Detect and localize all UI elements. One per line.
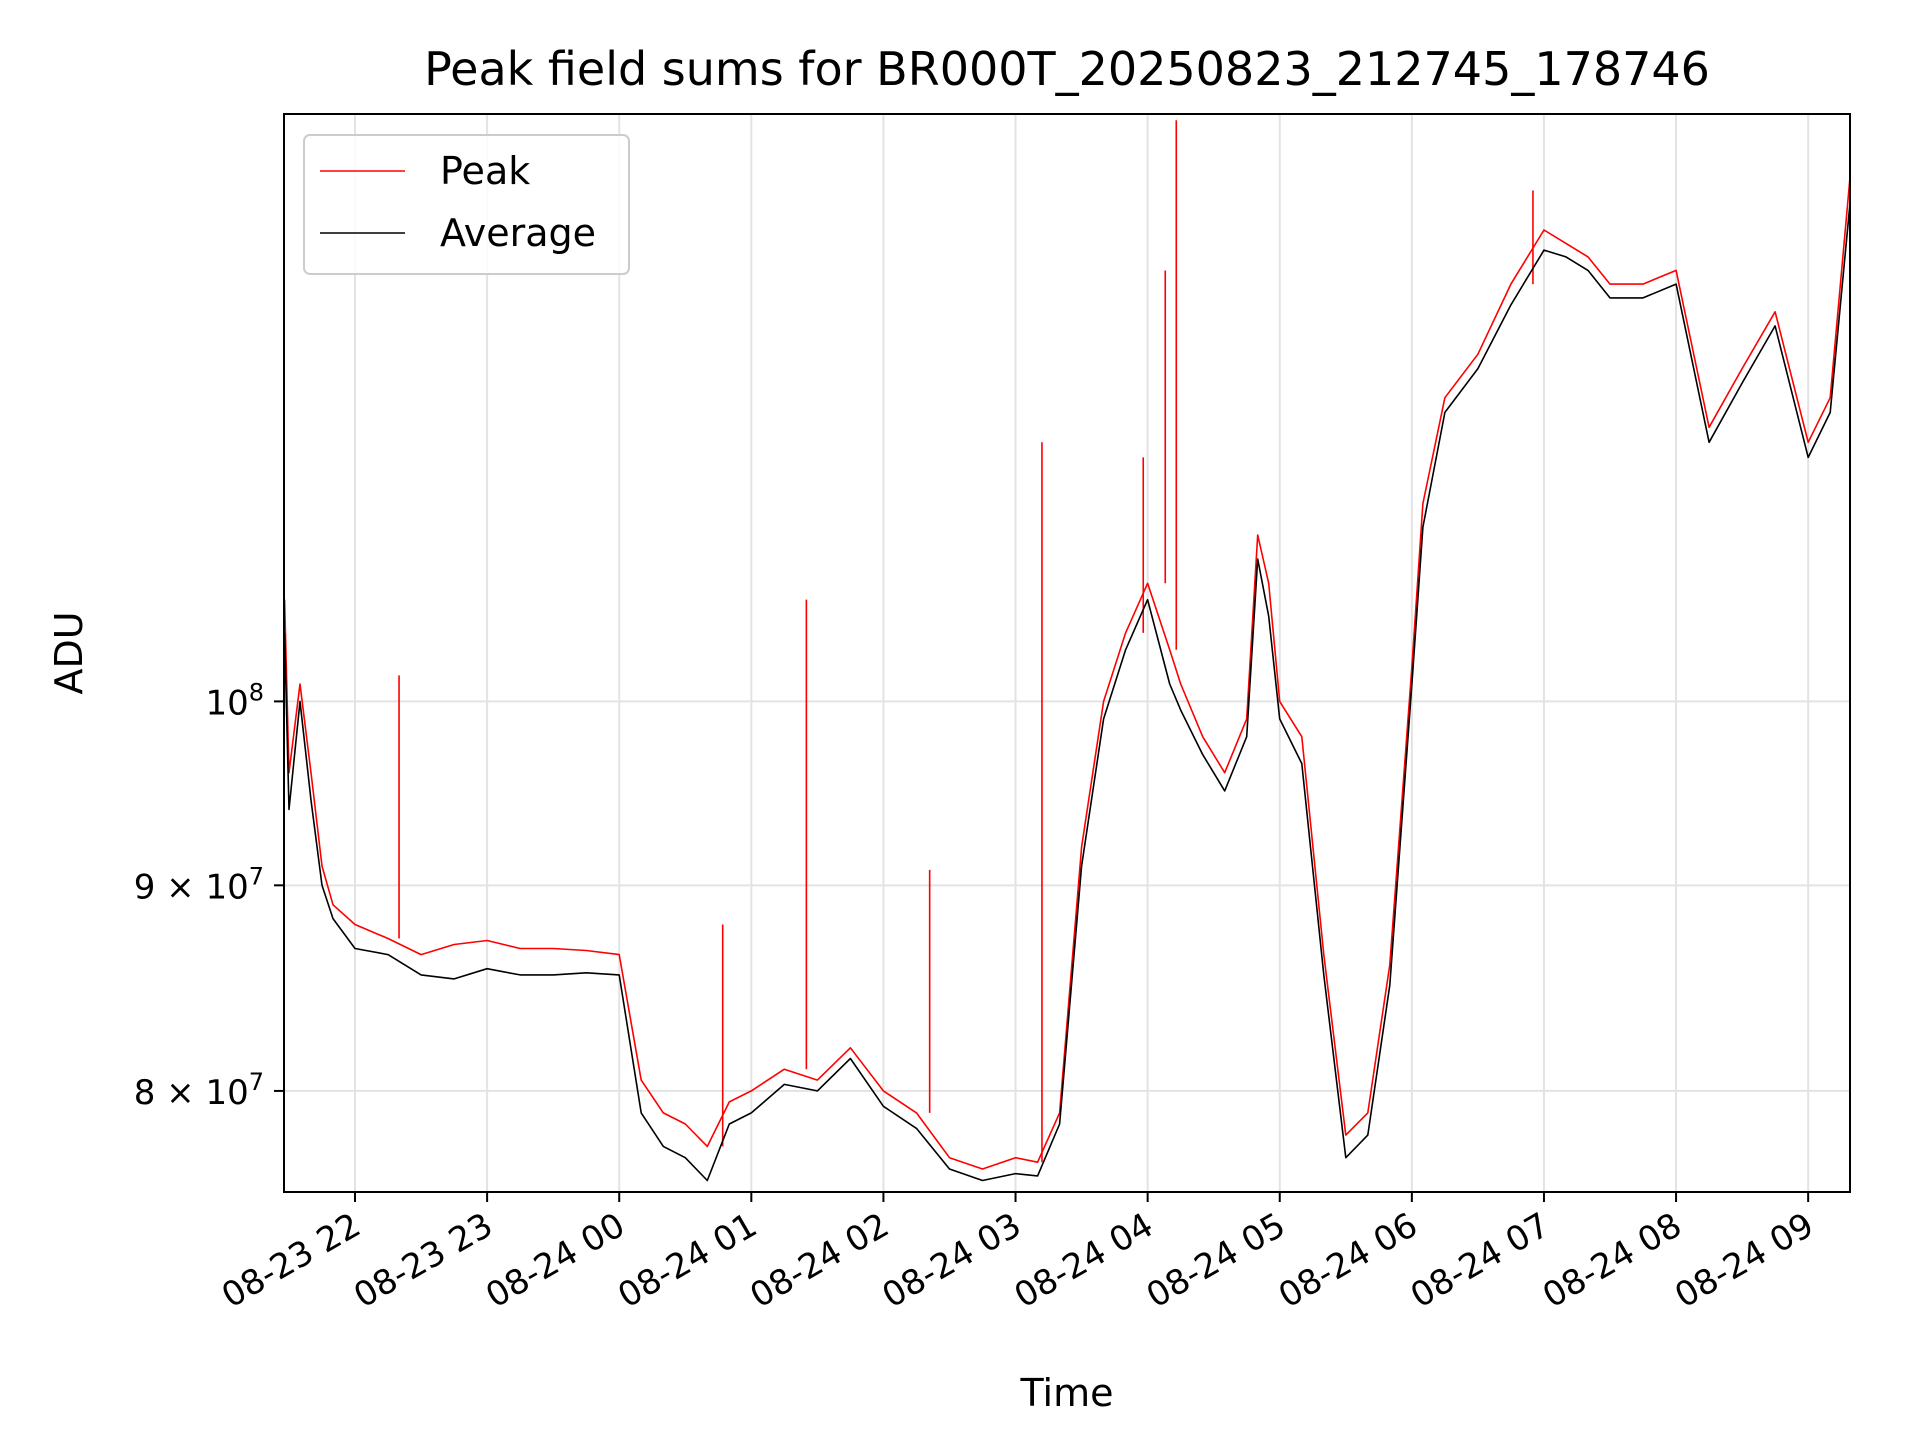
y-tick-label: 108	[205, 678, 264, 723]
series-line-average	[284, 203, 1850, 1182]
series-line-peak	[284, 177, 1850, 1170]
legend-average-label: Average	[440, 211, 596, 255]
y-axis-label: ADU	[47, 611, 91, 694]
legend: Peak Average	[303, 134, 630, 275]
x-axis-label: Time	[1020, 1371, 1114, 1415]
y-axis-ticks: 8 × 107 9 × 107 108	[134, 678, 284, 1113]
grid	[284, 114, 1850, 1192]
legend-peak-label: Peak	[440, 149, 530, 193]
y-tick-label: 8 × 107	[134, 1068, 264, 1113]
plot-area	[284, 120, 1850, 1182]
legend-box	[303, 134, 630, 275]
chart-title: Peak field sums for BR000T_20250823_2127…	[424, 42, 1710, 96]
series-layer	[284, 120, 1850, 1182]
y-tick-label: 9 × 107	[134, 862, 264, 907]
plot-frame	[283, 113, 1851, 1193]
